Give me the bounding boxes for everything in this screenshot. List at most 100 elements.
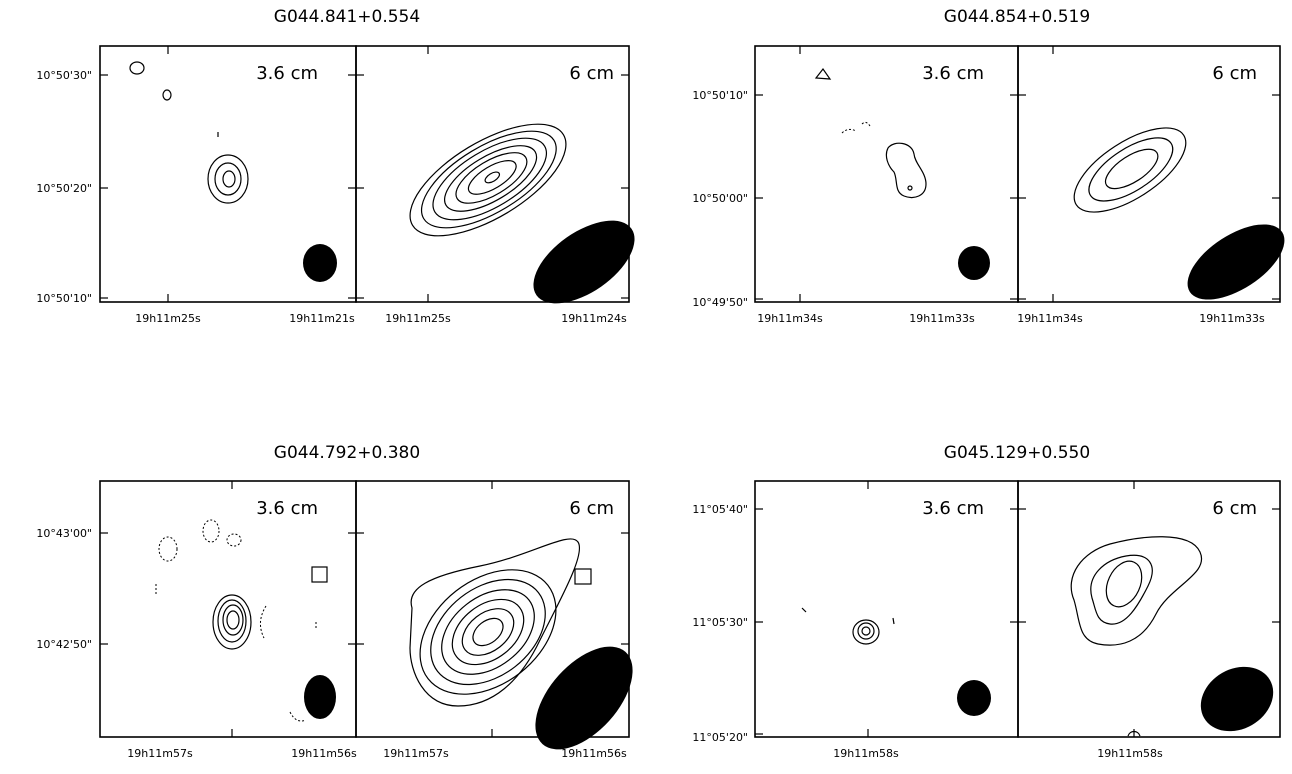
contour bbox=[467, 160, 517, 195]
figure-d-xtick-right-1: 19h11m58s bbox=[1097, 747, 1163, 760]
contour bbox=[814, 67, 832, 80]
contour bbox=[158, 536, 178, 562]
contour bbox=[841, 128, 857, 134]
figure-c-xtick-right-1: 19h11m57s bbox=[383, 747, 449, 760]
contour bbox=[222, 170, 236, 188]
figure-a-ytick-1: 10°50'30" bbox=[36, 69, 92, 82]
contour bbox=[1127, 730, 1141, 737]
figure-d-xtick-left-1: 19h11m58s bbox=[833, 747, 899, 760]
figure-a-xtick-right-1: 19h11m25s bbox=[385, 312, 451, 325]
figure-d-ytick-3: 11°05'20" bbox=[692, 731, 748, 744]
figure-d-ytick-2: 11°05'30" bbox=[692, 616, 748, 629]
contour bbox=[1070, 536, 1203, 646]
figure-a-ytick-2: 10°50'20" bbox=[36, 182, 92, 195]
figure-d-ytick-1: 11°05'40" bbox=[692, 503, 748, 516]
figure-b-right-label: 6 cm bbox=[1212, 63, 1257, 84]
contour bbox=[409, 123, 567, 237]
figure-c-left-label: 3.6 cm bbox=[256, 498, 318, 519]
contour bbox=[260, 605, 267, 639]
figure-a-xtick-right-2: 19h11m24s bbox=[561, 312, 627, 325]
contour bbox=[212, 594, 252, 650]
beam-ellipse bbox=[958, 246, 990, 280]
beam-ellipse bbox=[957, 680, 991, 716]
figure-c-title: G044.792+0.380 bbox=[274, 443, 420, 463]
figure-a-ytick-3: 10°50'10" bbox=[36, 292, 92, 305]
figure-a-title: G044.841+0.554 bbox=[274, 7, 420, 27]
figure-b-ytick-3: 10°49'50" bbox=[692, 296, 748, 309]
contour bbox=[455, 152, 528, 204]
figure-c-xtick-left-1: 19h11m57s bbox=[127, 747, 193, 760]
figure-a-xtick-left-1: 19h11m25s bbox=[135, 312, 201, 325]
figure-a: G044.841+0.554 3.6 cm 6 cm 10°50'30" 10°… bbox=[36, 7, 635, 325]
figure-c-xtick-right-2: 19h11m56s bbox=[561, 747, 627, 760]
contour bbox=[432, 137, 548, 221]
contour bbox=[1090, 554, 1153, 625]
contour bbox=[214, 162, 242, 196]
figure-d-title: G045.129+0.550 bbox=[944, 443, 1090, 463]
beam-ellipse bbox=[1200, 666, 1274, 732]
figure-b-title: G044.854+0.519 bbox=[944, 7, 1090, 27]
contour bbox=[1105, 560, 1143, 608]
contour bbox=[202, 519, 220, 543]
marker-square bbox=[574, 568, 592, 585]
contour bbox=[1088, 137, 1174, 202]
contour bbox=[907, 185, 913, 191]
contour bbox=[441, 589, 535, 675]
contour bbox=[801, 607, 807, 613]
contour bbox=[461, 608, 515, 656]
figure-a-left-label: 3.6 cm bbox=[256, 63, 318, 84]
contour bbox=[484, 171, 501, 184]
figure-b-ytick-1: 10°50'10" bbox=[692, 89, 748, 102]
beam-ellipse bbox=[533, 220, 635, 304]
figure-b-ytick-2: 10°50'00" bbox=[692, 192, 748, 205]
contour bbox=[289, 711, 307, 722]
figure-d: G045.129+0.550 3.6 cm 6 cm 11°05'40" 11°… bbox=[692, 443, 1281, 760]
figure-d-right-label: 6 cm bbox=[1212, 498, 1257, 519]
figure-c: G044.792+0.380 3.6 cm 6 cm 10°43'00" 10°… bbox=[36, 443, 633, 760]
figure-c-ytick-1: 10°43'00" bbox=[36, 527, 92, 540]
marker-square bbox=[311, 566, 328, 583]
figure-d-left-label: 3.6 cm bbox=[922, 498, 984, 519]
contour bbox=[451, 598, 525, 666]
beam-ellipse bbox=[535, 646, 633, 750]
contour bbox=[409, 538, 580, 707]
contour bbox=[857, 622, 875, 640]
contour bbox=[420, 130, 557, 229]
figure-b-left-label: 3.6 cm bbox=[922, 63, 984, 84]
figure-a-right-label: 6 cm bbox=[569, 63, 614, 84]
figure-a-panel-right bbox=[355, 45, 630, 303]
contour bbox=[222, 604, 244, 636]
beam-ellipse bbox=[303, 244, 337, 282]
contour bbox=[1073, 127, 1187, 213]
contour bbox=[162, 89, 172, 101]
figure-a-xtick-left-2: 19h11m21s bbox=[289, 312, 355, 325]
contour bbox=[861, 626, 871, 636]
contour bbox=[226, 610, 240, 630]
contour bbox=[885, 142, 927, 199]
figure-d-panel-right bbox=[1017, 480, 1281, 738]
figure-c-xtick-left-2: 19h11m56s bbox=[291, 747, 357, 760]
contour bbox=[861, 121, 871, 127]
contour bbox=[430, 578, 546, 686]
contour bbox=[419, 569, 557, 695]
figure-c-right-label: 6 cm bbox=[569, 498, 614, 519]
figure-b-xtick-right-1: 19h11m34s bbox=[1017, 312, 1083, 325]
beam-ellipse bbox=[304, 675, 336, 719]
contour bbox=[207, 154, 249, 204]
contour bbox=[852, 619, 880, 645]
contour bbox=[217, 599, 247, 643]
contour bbox=[1104, 148, 1159, 190]
figure-b: G044.854+0.519 3.6 cm 6 cm 10°50'10" 10°… bbox=[692, 7, 1285, 325]
figure-b-xtick-right-2: 19h11m33s bbox=[1199, 312, 1265, 325]
contour bbox=[892, 617, 895, 625]
figure-b-panel-right bbox=[1017, 45, 1281, 303]
contour bbox=[226, 533, 242, 547]
figure-b-xtick-left-2: 19h11m33s bbox=[909, 312, 975, 325]
figure-b-xtick-left-1: 19h11m34s bbox=[757, 312, 823, 325]
beam-ellipse bbox=[1187, 224, 1285, 300]
contour bbox=[443, 145, 538, 212]
contour bbox=[472, 617, 504, 647]
contour bbox=[129, 61, 145, 75]
figure-c-ytick-2: 10°42'50" bbox=[36, 638, 92, 651]
